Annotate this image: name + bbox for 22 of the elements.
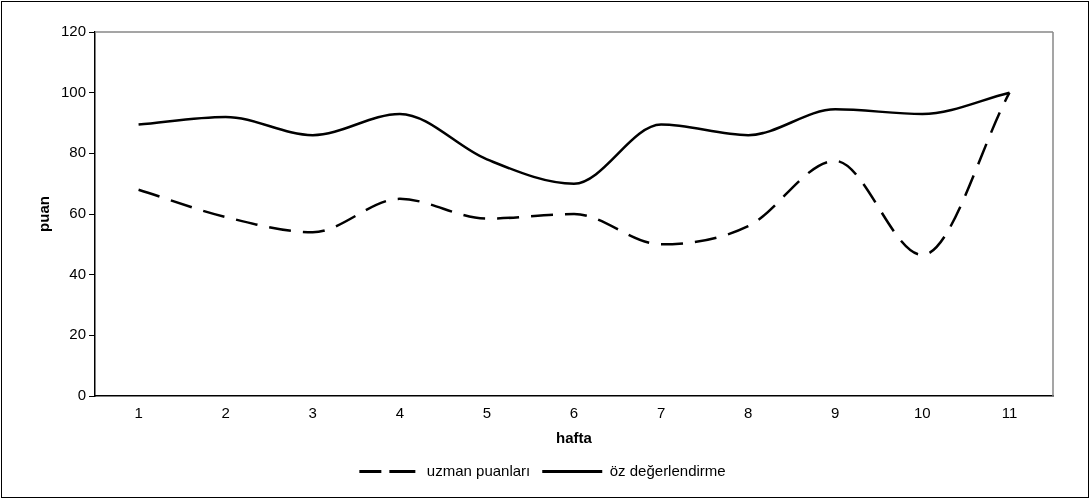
legend-label: uzman puanları [426,461,531,479]
x-tick-label: 10 [914,404,931,422]
x-tick-label: 3 [308,404,317,422]
x-tick-label: 9 [831,404,840,422]
y-tick-label: 20 [69,325,87,343]
y-tick-label: 0 [77,386,87,404]
x-tick-label: 5 [482,404,492,422]
x-tick-label: 11 [1001,404,1018,422]
y-tick-label: 60 [69,204,87,222]
x-axis-title: hafta [556,429,593,447]
y-tick-label: 120 [61,22,87,40]
x-tick-label: 8 [744,404,753,422]
y-tick-label: 80 [69,143,87,161]
x-tick-label: 1 [134,404,143,422]
y-tick-label: 100 [61,82,87,100]
x-tick-label: 4 [395,404,405,422]
x-tick-label: 6 [569,404,579,422]
y-axis-title: puan [35,196,53,232]
y-tick-label: 40 [69,264,87,282]
legend-label: öz değerlendirme [609,461,726,479]
x-tick-label: 2 [221,404,230,422]
x-tick-label: 7 [656,404,666,422]
